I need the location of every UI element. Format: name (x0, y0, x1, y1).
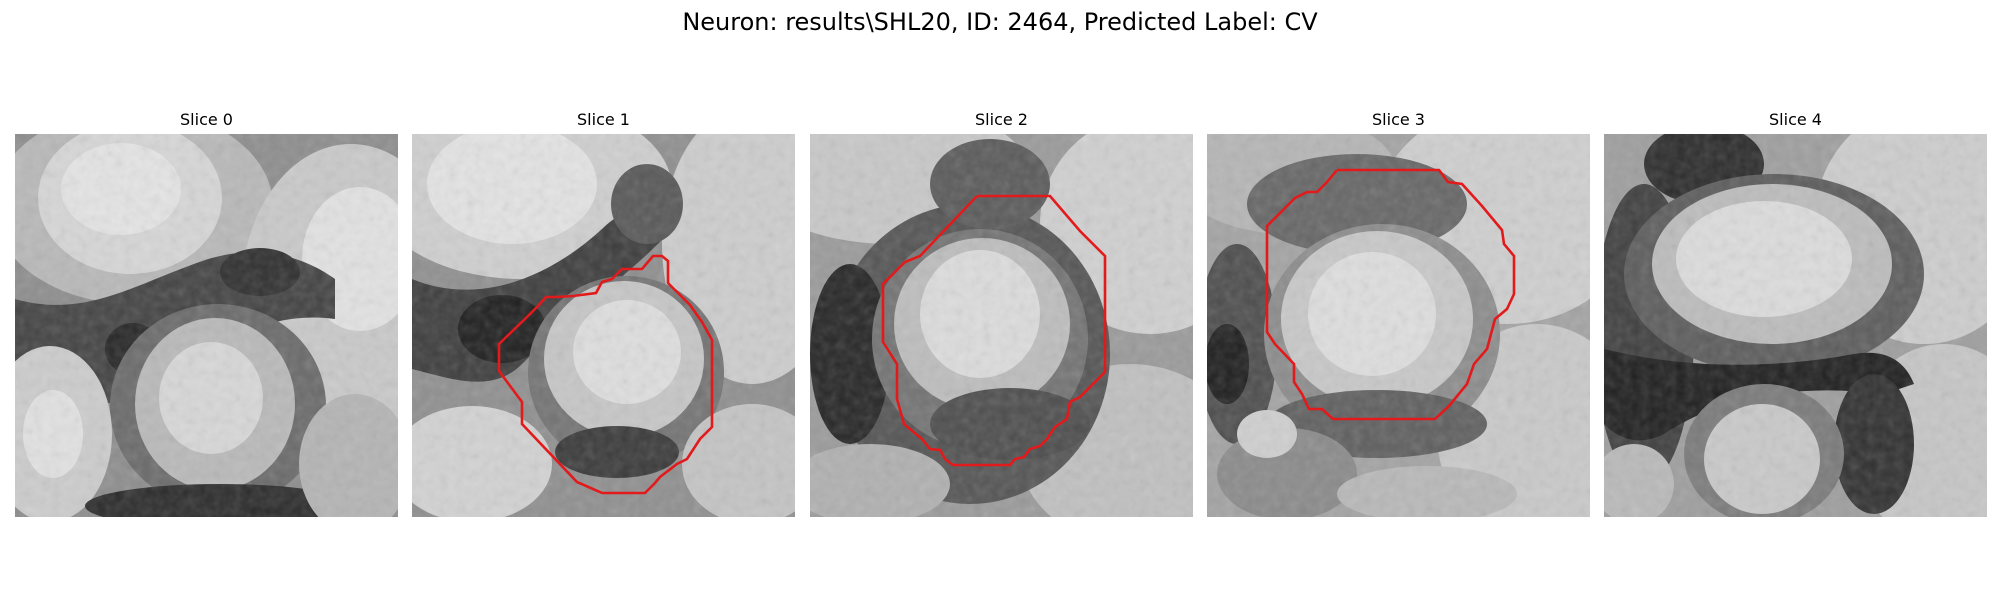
slice-1-grayscale-image (412, 134, 795, 517)
slice-0-grayscale-image (15, 134, 398, 517)
slice-3-title: Slice 3 (1372, 110, 1425, 129)
slice-0-image (15, 134, 398, 517)
slice-3-grayscale-image (1207, 134, 1590, 517)
slice-2-title: Slice 2 (975, 110, 1028, 129)
slice-1-contour (497, 254, 714, 495)
slice-4-title: Slice 4 (1769, 110, 1822, 129)
figure-title: Neuron: results\SHL20, ID: 2464, Predict… (682, 8, 1318, 36)
slice-1-image (412, 134, 795, 517)
slice-3-image (1207, 134, 1590, 517)
slice-2-image (810, 134, 1193, 517)
slice-1-title: Slice 1 (577, 110, 630, 129)
slice-4-image (1604, 134, 1987, 517)
slice-2-contour (881, 194, 1107, 467)
slice-2-grayscale-image (810, 134, 1193, 517)
slice-4-grayscale-image (1604, 134, 1987, 517)
slice-0-title: Slice 0 (180, 110, 233, 129)
slice-3-contour (1265, 168, 1516, 421)
